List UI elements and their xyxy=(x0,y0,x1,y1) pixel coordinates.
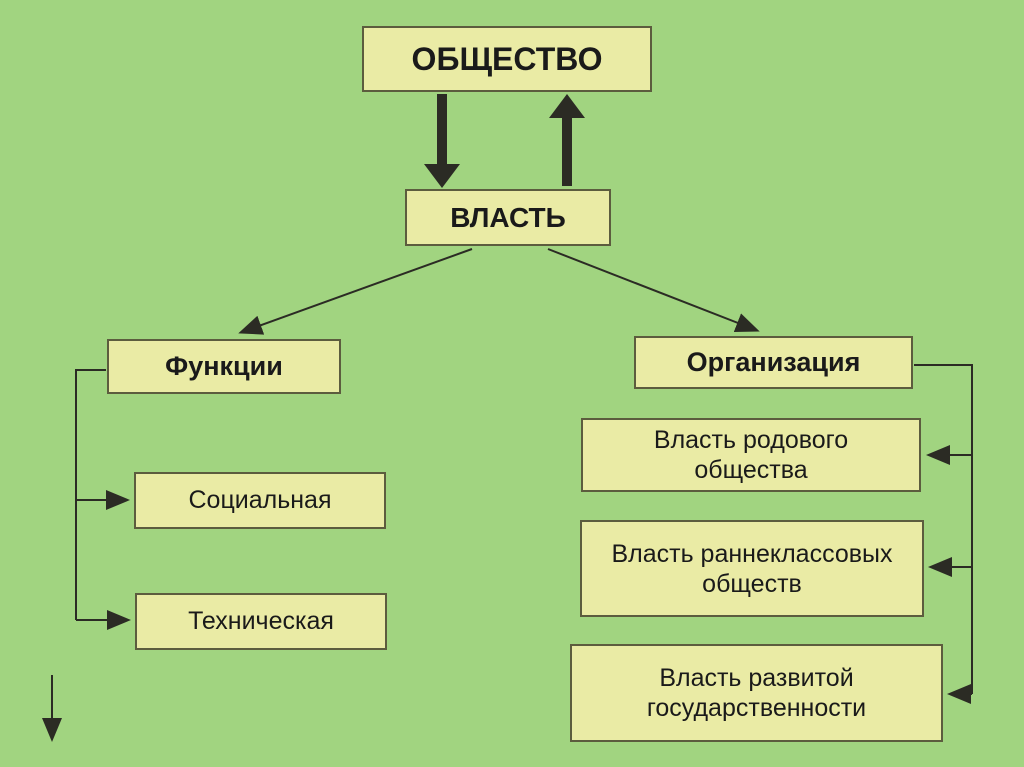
box-social: Социальная xyxy=(134,472,386,529)
label-social: Социальная xyxy=(188,486,331,515)
box-developed-power: Власть развитой государственности xyxy=(570,644,943,742)
box-tribal-power: Власть родового общества xyxy=(581,418,921,492)
box-functions: Функции xyxy=(107,339,341,394)
box-earlyclass-power: Власть раннеклассовых обществ xyxy=(580,520,924,617)
box-organization: Организация xyxy=(634,336,913,389)
box-power: ВЛАСТЬ xyxy=(405,189,611,246)
label-earlyclass-power: Власть раннеклассовых обществ xyxy=(598,539,906,599)
label-society: ОБЩЕСТВО xyxy=(412,41,603,78)
label-tribal-power: Власть родового общества xyxy=(599,425,903,485)
label-technical: Техническая xyxy=(188,607,334,636)
label-organization: Организация xyxy=(687,347,861,378)
label-power: ВЛАСТЬ xyxy=(450,202,565,234)
box-society: ОБЩЕСТВО xyxy=(362,26,652,92)
label-developed-power: Власть развитой государственности xyxy=(588,663,925,723)
box-technical: Техническая xyxy=(135,593,387,650)
label-functions: Функции xyxy=(165,351,283,382)
